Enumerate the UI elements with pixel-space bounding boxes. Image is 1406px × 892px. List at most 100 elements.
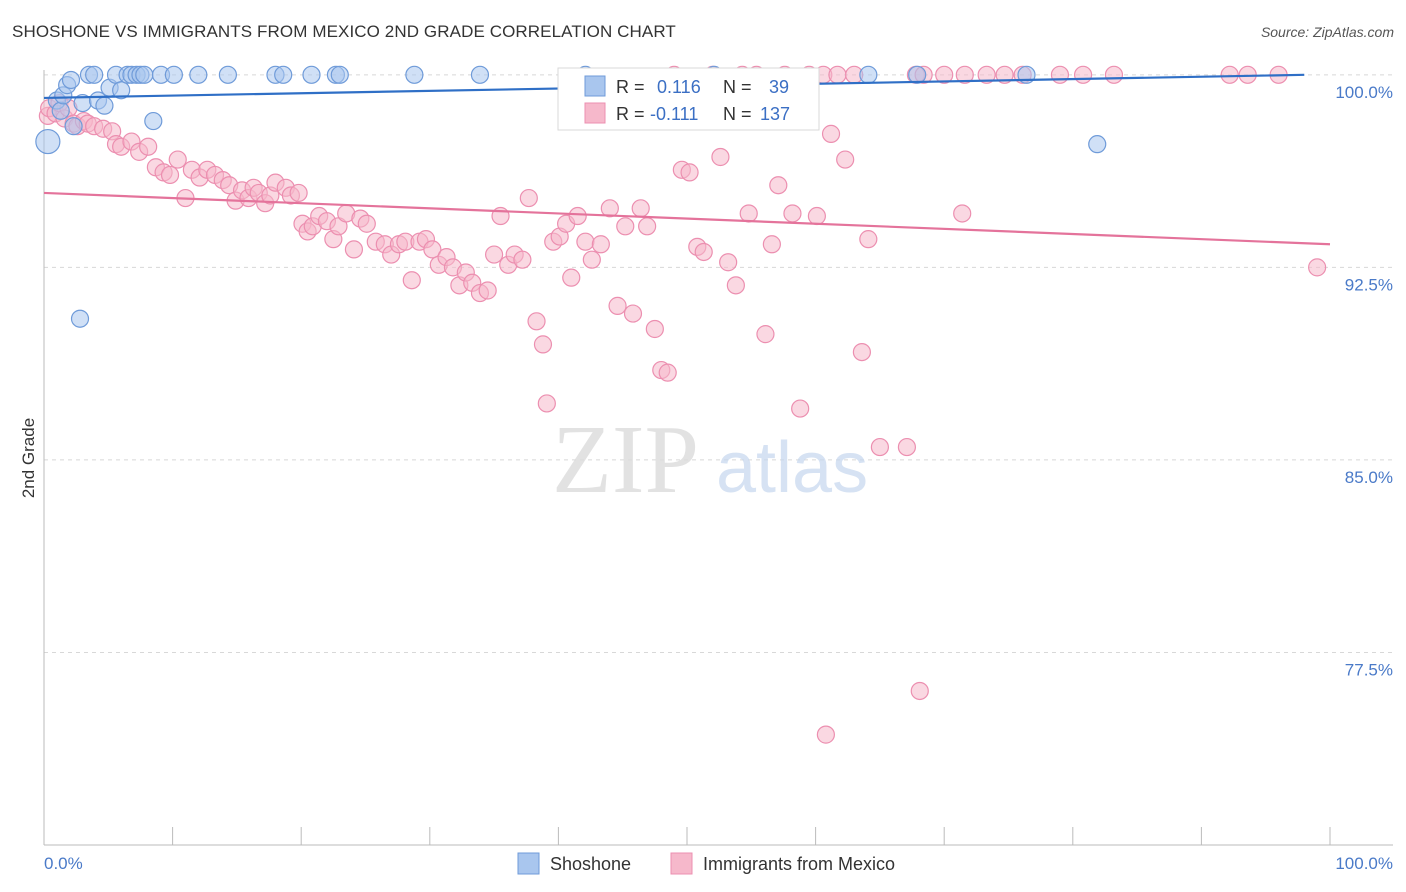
mexico-point xyxy=(562,268,581,287)
mexico-point xyxy=(582,250,601,269)
x-tick-label-left: 0.0% xyxy=(44,854,83,873)
legend-label-shoshone[interactable]: Shoshone xyxy=(550,854,631,874)
mexico-point xyxy=(519,188,538,208)
mexico-point xyxy=(953,204,972,223)
mexico-point xyxy=(568,206,587,226)
stats-shoshone-n: 39 xyxy=(769,77,789,97)
shoshone-point xyxy=(405,65,424,84)
mexico-point xyxy=(719,253,738,272)
y-tick-label: 77.5% xyxy=(1345,660,1393,679)
mexico-point xyxy=(756,325,775,344)
shoshone-point xyxy=(144,111,163,131)
mexico-point xyxy=(289,183,308,203)
stats-mexico-r: -0.111 xyxy=(650,104,698,124)
mexico-point xyxy=(1308,258,1327,277)
stats-mexico-n: 137 xyxy=(760,104,790,124)
mexico-point xyxy=(870,437,890,457)
mexico-point xyxy=(711,147,730,167)
watermark-zip: ZIP xyxy=(552,406,699,514)
stats-swatch-shoshone xyxy=(584,75,606,97)
shoshone-point xyxy=(302,65,321,84)
y-axis-title: 2nd Grade xyxy=(19,418,38,498)
stats-swatch-mexico xyxy=(584,102,606,124)
shoshone-point xyxy=(470,65,490,84)
mexico-point xyxy=(513,250,532,269)
mexico-point xyxy=(762,235,781,254)
mexico-point xyxy=(139,137,158,156)
mexico-point xyxy=(836,150,855,169)
shoshone-point xyxy=(35,128,61,155)
shoshone-point xyxy=(164,65,183,84)
mexico-point xyxy=(1104,65,1124,84)
mexico-point xyxy=(600,199,619,218)
mexico-point xyxy=(694,242,713,262)
mexico-point xyxy=(168,150,187,169)
legend: Shoshone Immigrants from Mexico xyxy=(517,852,895,875)
axes xyxy=(43,70,1393,846)
mexico-point xyxy=(739,204,758,223)
shoshone-point xyxy=(859,65,878,84)
mexico-point xyxy=(783,204,802,223)
mexico-point xyxy=(807,206,826,226)
chart-title: SHOSHONE VS IMMIGRANTS FROM MEXICO 2ND G… xyxy=(12,22,676,41)
stats-mexico-n-label: N = xyxy=(723,104,752,124)
shoshone-point xyxy=(330,65,349,84)
mexico-points xyxy=(38,65,1327,744)
mexico-point xyxy=(591,235,610,254)
shoshone-point xyxy=(85,65,104,84)
y-tick-label: 92.5% xyxy=(1345,275,1393,294)
y-tick-labels: 100.0% 92.5% 85.0% 77.5% xyxy=(1335,83,1393,680)
mexico-point xyxy=(645,319,664,339)
mexico-point xyxy=(791,399,810,418)
shoshone-point xyxy=(95,96,114,115)
mexico-point xyxy=(160,165,180,185)
y-tick-label: 85.0% xyxy=(1345,468,1393,487)
y-tick-label: 100.0% xyxy=(1335,83,1393,102)
mexico-point xyxy=(977,65,996,84)
mexico-point xyxy=(995,65,1014,84)
shoshone-points xyxy=(35,65,1107,328)
mexico-point xyxy=(680,163,699,182)
stats-shoshone-n-label: N = xyxy=(723,77,752,97)
mexico-point xyxy=(1220,65,1239,84)
mexico-point xyxy=(478,281,497,300)
shoshone-point xyxy=(61,70,81,90)
mexico-point xyxy=(1073,65,1093,84)
mexico-point xyxy=(344,240,364,259)
mexico-point xyxy=(658,363,677,382)
mexico-point xyxy=(638,217,657,236)
shoshone-point xyxy=(70,309,90,328)
mexico-point xyxy=(608,296,627,315)
legend-label-mexico[interactable]: Immigrants from Mexico xyxy=(703,854,895,874)
shoshone-point xyxy=(189,65,208,84)
stats-box: R = 0.116 N = 39 R = -0.111 N = 137 xyxy=(557,67,820,131)
mexico-point xyxy=(357,214,376,233)
mexico-point xyxy=(576,232,595,251)
shoshone-point xyxy=(112,81,131,100)
mexico-point xyxy=(423,240,442,259)
mexico-point xyxy=(623,304,643,323)
mexico-point xyxy=(897,437,917,457)
legend-swatch-mexico[interactable] xyxy=(670,852,693,875)
mexico-point xyxy=(402,271,421,290)
stats-shoshone-r: 0.116 xyxy=(657,77,701,97)
mexico-point xyxy=(527,312,546,331)
mexico-point xyxy=(769,176,788,195)
shoshone-point xyxy=(274,65,293,84)
shoshone-point xyxy=(908,65,927,84)
shoshone-point xyxy=(1088,135,1107,154)
shoshone-point xyxy=(135,65,154,84)
stats-shoshone-r-label: R = xyxy=(616,77,645,97)
x-tick-label-right: 100.0% xyxy=(1335,854,1393,873)
legend-swatch-shoshone[interactable] xyxy=(517,852,540,875)
mexico-point xyxy=(821,124,841,143)
mexico-trend-line xyxy=(43,191,1331,246)
mexico-point xyxy=(726,276,745,295)
mexico-point xyxy=(955,65,974,84)
mexico-point xyxy=(631,199,650,218)
mexico-point xyxy=(859,230,878,249)
shoshone-point xyxy=(51,101,70,120)
mexico-point xyxy=(1050,65,1070,84)
mexico-point xyxy=(533,335,553,354)
